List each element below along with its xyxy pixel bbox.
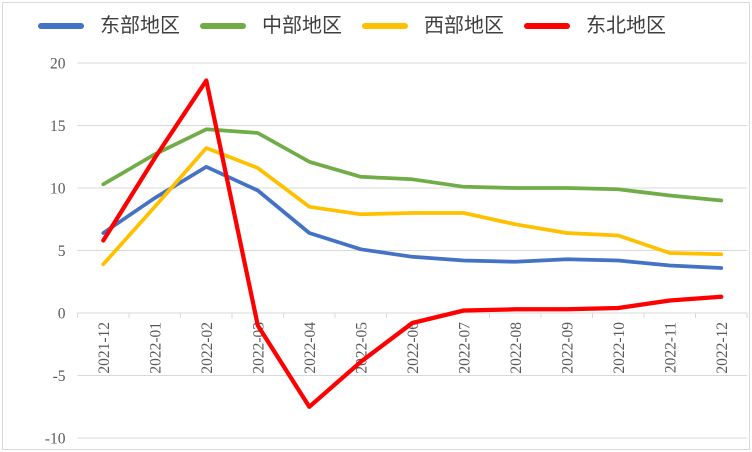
legend-item-northeast: 东北地区 <box>524 16 666 36</box>
legend-item-central: 中部地区 <box>200 16 342 36</box>
x-axis-label-2022-01: 2022-01 <box>147 322 164 374</box>
x-axis-label-2022-07: 2022-07 <box>456 322 473 374</box>
x-axis-label-2022-08: 2022-08 <box>508 322 525 374</box>
x-axis-label-2022-02: 2022-02 <box>199 322 216 374</box>
legend-swatch-northeast <box>524 23 570 29</box>
legend-label-central: 中部地区 <box>262 15 342 37</box>
legend-swatch-west <box>362 23 408 29</box>
series-line-west <box>101 146 724 267</box>
y-axis-label-15: 15 <box>50 118 66 135</box>
x-axis-label-2022-11: 2022-11 <box>662 322 679 373</box>
legend-item-east: 东部地区 <box>38 16 180 36</box>
series-line-central <box>101 127 724 203</box>
x-axis-label-2022-09: 2022-09 <box>559 322 576 374</box>
y-axis-label--5: -5 <box>53 368 66 385</box>
legend-label-east: 东部地区 <box>100 15 180 37</box>
x-axis-label-2021-12: 2021-12 <box>96 322 113 374</box>
y-axis-label-0: 0 <box>58 306 66 323</box>
series-line-east <box>101 164 724 270</box>
y-axis-label-20: 20 <box>50 56 66 73</box>
x-axis-label-2022-06: 2022-06 <box>405 322 422 374</box>
y-axis-label-10: 10 <box>50 181 66 198</box>
chart-legend: 东部地区 中部地区 西部地区 东北地区 <box>38 12 666 40</box>
x-axis-label-2022-12: 2022-12 <box>714 322 731 374</box>
x-axis-label-2022-04: 2022-04 <box>302 322 319 374</box>
legend-item-west: 西部地区 <box>362 16 504 36</box>
series-line-northeast <box>101 78 724 409</box>
x-axis-label-2022-10: 2022-10 <box>611 322 628 374</box>
legend-label-northeast: 东北地区 <box>586 15 666 37</box>
y-axis-label-5: 5 <box>58 243 66 260</box>
y-axis-label--10: -10 <box>45 431 66 448</box>
x-axis-label-2022-05: 2022-05 <box>353 322 370 374</box>
legend-swatch-central <box>200 23 246 29</box>
legend-label-west: 西部地区 <box>424 15 504 37</box>
legend-swatch-east <box>38 23 84 29</box>
